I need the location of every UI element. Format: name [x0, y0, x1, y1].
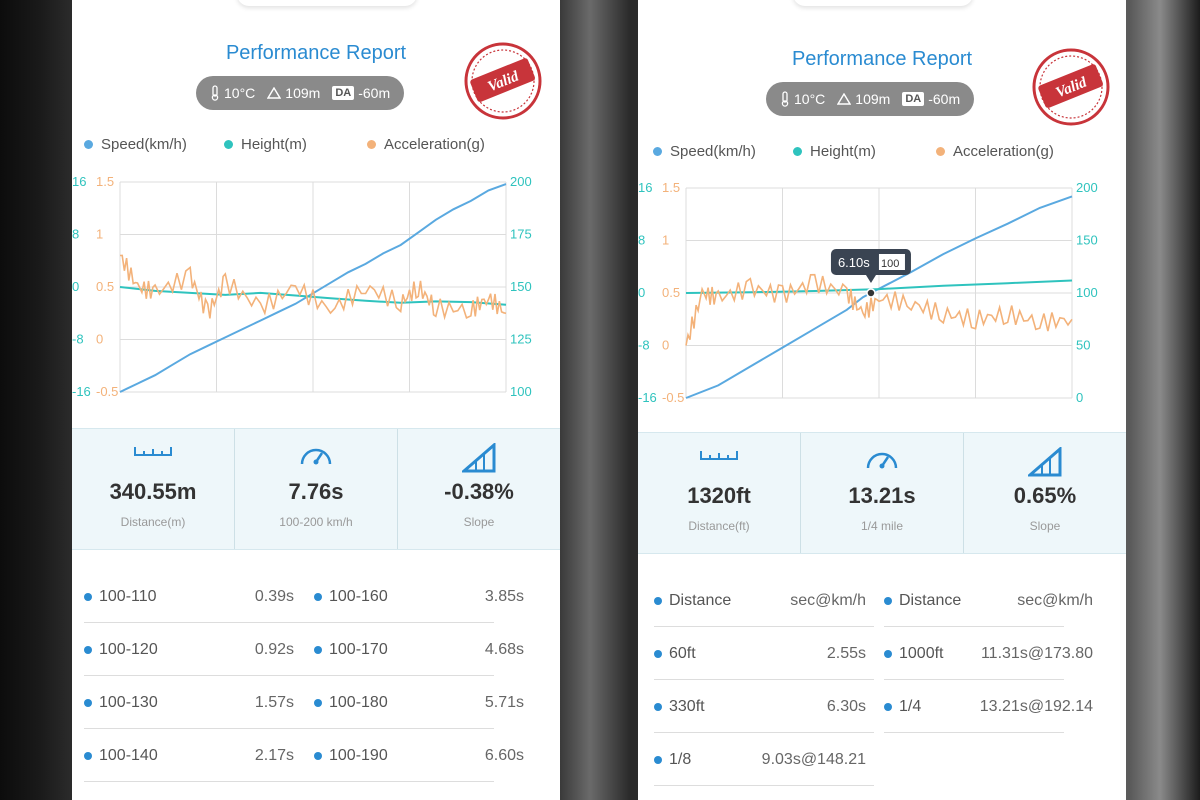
speed-tick-label: 100 — [1076, 285, 1098, 300]
conditions-pill: 10°C 109m DA -60m — [766, 82, 975, 116]
tooltip-time: 6.10s — [838, 255, 870, 270]
speed-tick-label: 50 — [1076, 338, 1090, 353]
list-item: 330ft 6.30s 1/4 13.21s@192.14 — [638, 680, 1126, 733]
height-tick-label: 0 — [72, 279, 79, 294]
accel-tick-label: 1 — [96, 227, 103, 242]
tooltip-marker — [866, 288, 876, 298]
speedometer-icon — [866, 452, 898, 469]
height-tick-label: 16 — [638, 180, 652, 195]
height-tick-label: 0 — [638, 285, 645, 300]
accel-tick-label: 1.5 — [96, 174, 114, 189]
valid-stamp-icon: Valid — [1032, 48, 1110, 126]
performance-chart: 16 1.5 200 8 1 175 0 0.5 150 -8 0 125 -16 -0.5 100 — [72, 174, 532, 399]
height-tick-label: -8 — [72, 332, 84, 347]
list-item: 60ft 2.55s 1000ft 11.31s@173.80 — [638, 627, 1126, 680]
accel-tick-label: 0 — [662, 338, 669, 353]
chart-legend: Speed(km/h) Height(m) Acceleration(g) — [72, 136, 560, 158]
legend-accel: Acceleration(g) — [367, 136, 485, 153]
series-line-accelerationg — [119, 254, 507, 321]
list-item: 100-110 0.39s 100-160 3.85s — [72, 570, 560, 623]
temperature: 10°C — [780, 91, 825, 107]
thermometer-icon — [211, 85, 219, 101]
top-handle — [793, 0, 973, 6]
density-altitude: DA -60m — [902, 91, 960, 107]
altitude: 109m — [837, 91, 890, 107]
list-header: Distance sec@km/h Distance sec@km/h — [638, 574, 1126, 627]
performance-chart: 16 1.5 200 8 1 150 0 0.5 100 -8 0 50 -16 -0.5 0 6.10s 10… — [638, 180, 1098, 405]
list-item: 100-130 1.57s 100-180 5.71s — [72, 676, 560, 729]
temperature: 10°C — [210, 85, 255, 101]
height-tick-label: 16 — [72, 174, 86, 189]
accel-tick-label: 0.5 — [96, 279, 114, 294]
left-report-panel: Performance Report 10°C 109m DA -60m Val… — [72, 0, 560, 800]
conditions-pill: 10°C 109m DA -60m — [196, 76, 405, 110]
valid-stamp-icon: Valid — [464, 42, 542, 120]
height-tick-label: -16 — [638, 390, 657, 405]
legend-speed: Speed(km/h) — [84, 136, 187, 153]
thermometer-icon — [781, 91, 789, 107]
page-title: Performance Report — [791, 48, 973, 70]
speed-tick-label: 100 — [510, 384, 532, 399]
stat-time: 7.76s 100-200 km/h — [235, 429, 398, 549]
accel-tick-label: 0.5 — [662, 285, 680, 300]
speed-tick-label: 200 — [510, 174, 532, 189]
stat-distance: 340.55m Distance(m) — [72, 429, 235, 549]
accel-tick-label: 1.5 — [662, 180, 680, 195]
speed-tick-label: 0 — [1076, 390, 1083, 405]
legend-height: Height(m) — [793, 143, 876, 160]
series-line-speedkmh — [119, 183, 507, 393]
height-tick-label: 8 — [638, 233, 645, 248]
ruler-icon — [700, 451, 738, 460]
accel-tick-label: 1 — [662, 233, 669, 248]
speed-tick-label: 150 — [510, 279, 532, 294]
stats-bar: 1320ft Distance(ft) 13.21s 1/4 mile 0.65… — [638, 432, 1126, 554]
top-handle — [237, 0, 417, 6]
series-line-accelerationg — [685, 273, 1073, 346]
slope-icon — [1028, 447, 1062, 477]
speed-tick-label: 200 — [1076, 180, 1098, 195]
speed-tick-label: 150 — [1076, 233, 1098, 248]
tooltip-speed-box — [878, 254, 905, 270]
height-tick-label: -16 — [72, 384, 91, 399]
page-title: Performance Report — [225, 42, 407, 64]
legend-accel: Acceleration(g) — [936, 143, 1054, 160]
mountain-icon — [267, 87, 282, 99]
slope-icon — [462, 443, 496, 473]
height-tick-label: -8 — [638, 338, 650, 353]
ruler-icon — [134, 447, 172, 456]
altitude: 109m — [267, 85, 320, 101]
legend-speed: Speed(km/h) — [653, 143, 756, 160]
accel-tick-label: -0.5 — [662, 390, 684, 405]
stat-time: 13.21s 1/4 mile — [801, 433, 964, 553]
speedometer-icon — [300, 448, 332, 465]
right-report-panel: Performance Report 10°C 109m DA -60m Val… — [638, 0, 1126, 800]
list-item: 100-140 2.17s 100-190 6.60s — [72, 729, 560, 782]
density-altitude: DA -60m — [332, 85, 390, 101]
series-line-heightm — [685, 279, 1073, 294]
tooltip-speed: 100 — [881, 258, 899, 270]
stats-bar: 340.55m Distance(m) 7.76s 100-200 km/h -… — [72, 428, 560, 550]
stat-distance: 1320ft Distance(ft) — [638, 433, 801, 553]
speed-tick-label: 175 — [510, 227, 532, 242]
list-item: 1/8 9.03s@148.21 — [638, 733, 1126, 786]
chart-legend: Speed(km/h) Height(m) Acceleration(g) — [638, 143, 1126, 165]
height-tick-label: 8 — [72, 227, 79, 242]
accel-tick-label: -0.5 — [96, 384, 118, 399]
list-item: 100-120 0.92s 100-170 4.68s — [72, 623, 560, 676]
speed-tick-label: 125 — [510, 332, 532, 347]
legend-height: Height(m) — [224, 136, 307, 153]
tooltip-pointer — [865, 275, 876, 283]
stat-slope: -0.38% Slope — [398, 429, 560, 549]
accel-tick-label: 0 — [96, 332, 103, 347]
mountain-icon — [837, 93, 852, 105]
stat-slope: 0.65% Slope — [964, 433, 1126, 553]
